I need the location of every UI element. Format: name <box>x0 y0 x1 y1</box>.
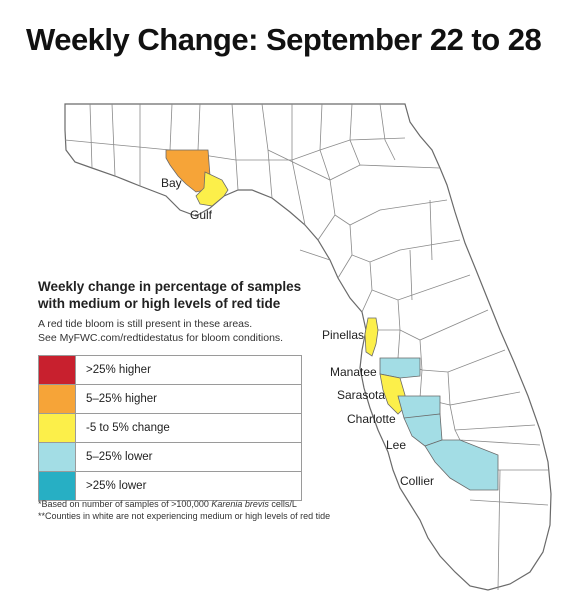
county-label-pinellas: Pinellas <box>322 328 365 342</box>
legend-row: 5–25% lower <box>38 442 302 472</box>
legend-swatch <box>38 471 76 501</box>
county-label-lee: Lee <box>386 438 407 452</box>
county-label-collier: Collier <box>400 474 435 488</box>
footnotes: *Based on number of samples of >100,000 … <box>38 498 458 522</box>
footnote-2: **Counties in white are not experiencing… <box>38 511 331 521</box>
county-collier <box>424 439 499 491</box>
legend-label: -5 to 5% change <box>75 413 302 443</box>
legend-swatch <box>38 384 76 414</box>
page-title: Weekly Change: September 22 to 28 <box>26 22 542 57</box>
county-label-gulf: Gulf <box>190 208 213 222</box>
county-label-manatee: Manatee <box>330 365 377 379</box>
footnote-1-prefix: *Based on number of samples of >100,000 <box>38 499 212 509</box>
legend-note-line1: A red tide bloom is still present in the… <box>38 318 253 330</box>
county-pinellas <box>364 317 379 357</box>
legend: Weekly change in percentage of samples w… <box>38 278 338 501</box>
legend-label: 5–25% higher <box>75 384 302 414</box>
county-manatee <box>379 357 421 379</box>
legend-swatch <box>38 413 76 443</box>
legend-label: >25% lower <box>75 471 302 501</box>
legend-row: >25% lower <box>38 471 302 501</box>
legend-swatch <box>38 355 76 385</box>
legend-swatch <box>38 442 76 472</box>
legend-heading-line2: with medium or high levels of red tide <box>38 296 281 311</box>
footnote-1-suffix: cells/L <box>268 499 297 509</box>
county-label-bay: Bay <box>161 176 182 190</box>
legend-label: 5–25% lower <box>75 442 302 472</box>
county-boundaries <box>64 103 549 591</box>
county-gulf <box>195 171 229 207</box>
county-label-sarasota: Sarasota <box>337 388 386 402</box>
legend-row: 5–25% higher <box>38 384 302 414</box>
county-bay <box>165 149 211 193</box>
county-sarasota <box>379 373 406 415</box>
footnote-1: *Based on number of samples of >100,000 … <box>38 498 458 510</box>
legend-row: >25% higher <box>38 355 302 385</box>
florida-outline <box>64 103 552 591</box>
legend-label: >25% higher <box>75 355 302 385</box>
county-label-charlotte: Charlotte <box>347 412 396 426</box>
footnote-1-species: Karenia brevis <box>211 499 269 509</box>
legend-heading-line1: Weekly change in percentage of samples <box>38 279 302 294</box>
legend-table: >25% higher 5–25% higher -5 to 5% change… <box>38 355 302 501</box>
legend-heading: Weekly change in percentage of samples w… <box>38 278 338 312</box>
legend-note-line2: See MyFWC.com/redtidestatus for bloom co… <box>38 332 284 344</box>
legend-row: -5 to 5% change <box>38 413 302 443</box>
